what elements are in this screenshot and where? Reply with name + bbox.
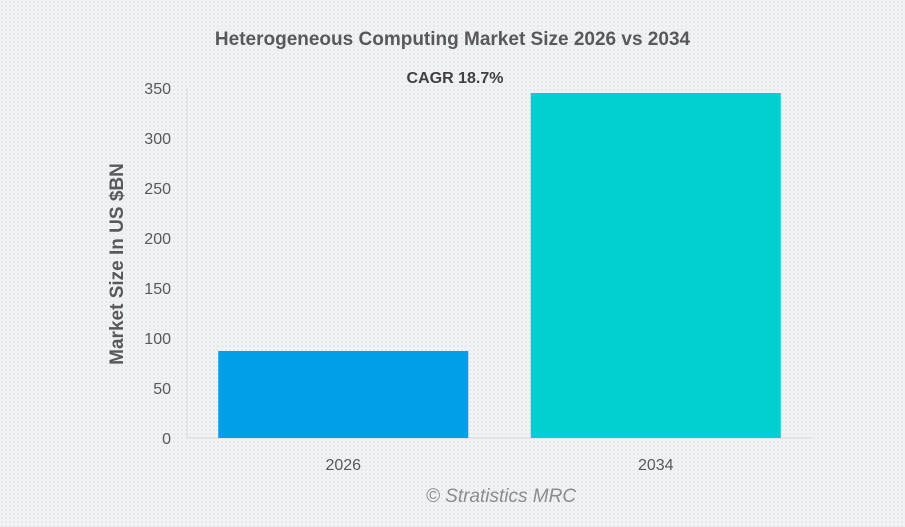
y-tick-label: 150	[144, 281, 171, 298]
y-tick-label: 0	[162, 431, 171, 448]
watermark: © Stratistics MRC	[425, 486, 577, 507]
chart-title: Heterogeneous Computing Market Size 2026…	[214, 29, 691, 50]
cagr-annotation: CAGR 18.7%	[406, 70, 504, 87]
bar-2034	[530, 93, 781, 438]
y-tick-labels: 0 50 100 150 200 250 300 350	[144, 81, 171, 448]
bar-2026	[218, 351, 469, 438]
y-tick-label: 200	[144, 231, 171, 248]
y-tick-label: 350	[144, 81, 171, 98]
x-tick-label: 2034	[638, 457, 674, 474]
y-tick-label: 50	[153, 381, 171, 398]
y-tick-label: 100	[144, 331, 171, 348]
x-tick-label: 2026	[325, 457, 361, 474]
bars	[218, 93, 781, 438]
y-tick-label: 300	[144, 131, 171, 148]
y-tick-label: 250	[144, 181, 171, 198]
x-tick-labels: 2026 2034	[325, 457, 673, 474]
